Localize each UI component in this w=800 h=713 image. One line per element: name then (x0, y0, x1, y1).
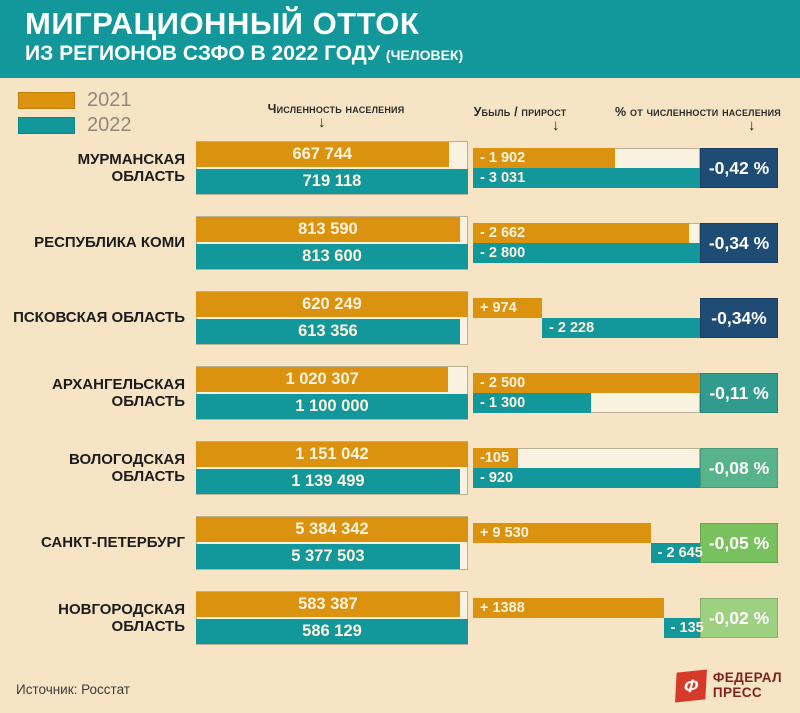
legend-swatch-2021-icon (18, 92, 75, 109)
percent-badge: -0,05 % (700, 523, 778, 563)
region-label: САНКТ-ПЕТЕРБУРГ (40, 534, 185, 552)
logo-line1: ФЕДЕРАЛ (712, 670, 782, 686)
logo-line2: ПРЕСС (712, 685, 763, 700)
legend-label-2022: 2022 (87, 114, 132, 136)
down-arrow-icon: ↓ (318, 114, 326, 131)
column-header-population: Численность населения (267, 102, 405, 116)
percent-badge: -0,08 % (700, 448, 778, 488)
population-column: 667 744 719 118 (196, 141, 468, 195)
legend: 2021 2022 (18, 88, 132, 138)
population-bar-2022: 586 129 (196, 619, 468, 644)
region-row: ПСКОВСКАЯ ОБЛАСТЬ 620 249 613 356 + 974 … (0, 291, 800, 345)
change-bar-2021: - 1 902 (473, 148, 616, 168)
region-row: НОВГОРОДСКАЯ ОБЛАСТЬ 583 387 586 129 + 1… (0, 591, 800, 645)
legend-item-2022: 2022 (18, 113, 132, 138)
down-arrow-icon: ↓ (552, 117, 560, 134)
region-row: РЕСПУБЛИКА КОМИ 813 590 813 600 - 2 662 … (0, 216, 800, 270)
legend-item-2021: 2021 (18, 88, 132, 113)
change-bar-2022: - 135 (663, 618, 704, 638)
page-subtitle: ИЗ РЕГИОНОВ СЗФО В 2022 ГОДУ (ЧЕЛОВЕК) (25, 42, 800, 66)
population-bar-2021: 583 387 (196, 592, 460, 617)
change-column: - 2 500 - 1 300 (473, 373, 700, 413)
change-bar-2021: + 1388 (473, 598, 664, 618)
population-column: 813 590 813 600 (196, 216, 468, 270)
down-arrow-icon: ↓ (748, 117, 756, 134)
population-column: 583 387 586 129 (196, 591, 468, 645)
header-banner: МИГРАЦИОННЫЙ ОТТОК ИЗ РЕГИОНОВ СЗФО В 20… (0, 0, 800, 78)
legend-label-2021: 2021 (87, 89, 132, 111)
population-bar-2021: 1 020 307 (196, 367, 449, 392)
population-column: 1 151 042 1 139 499 (196, 441, 468, 495)
population-column: 1 020 307 1 100 000 (196, 366, 468, 420)
change-column: + 1388 - 135 (473, 598, 704, 638)
change-bar-2022: - 2 228 (542, 318, 700, 338)
population-bar-2021: 667 744 (196, 142, 449, 167)
change-bar-2022: - 920 (473, 468, 700, 488)
change-column: - 1 902 - 3 031 (473, 148, 700, 188)
population-bar-2021: 813 590 (196, 217, 460, 242)
percent-badge: -0,34 % (700, 223, 778, 263)
percent-badge: -0,02 % (700, 598, 778, 638)
column-header-percent: % от численности населения (615, 105, 781, 119)
legend-swatch-2022-icon (18, 117, 75, 134)
population-column: 620 249 613 356 (196, 291, 468, 345)
change-bar-2021: + 974 (473, 298, 543, 318)
population-bar-2022: 1 100 000 (196, 394, 468, 419)
change-bar-2021: + 9 530 (473, 523, 651, 543)
population-bar-2022: 719 118 (196, 169, 468, 194)
page-title: МИГРАЦИОННЫЙ ОТТОК (25, 6, 420, 41)
population-bar-2021: 1 151 042 (196, 442, 468, 467)
region-row: ВОЛОГОДСКАЯ ОБЛАСТЬ 1 151 042 1 139 499 … (0, 441, 800, 495)
percent-badge: -0,34% (700, 298, 778, 338)
change-column: - 2 662 - 2 800 (473, 223, 700, 263)
change-bar-2021: - 2 500 (473, 373, 700, 393)
change-bar-2021: - 2 662 (473, 223, 689, 243)
federalpress-logo-icon: Ф (674, 669, 707, 703)
region-row: МУРМАНСКАЯ ОБЛАСТЬ 667 744 719 118 - 1 9… (0, 141, 800, 195)
change-column: -105 - 920 (473, 448, 700, 488)
percent-badge: -0,42 % (700, 148, 778, 188)
column-header-change: Убыль / прирост (473, 105, 567, 119)
region-label: РЕСПУБЛИКА КОМИ (34, 234, 185, 252)
change-column: + 974 - 2 228 (473, 298, 700, 338)
legend-and-headers: 2021 2022 Численность населения Убыль / … (0, 78, 800, 140)
population-bar-2021: 5 384 342 (196, 517, 468, 542)
percent-badge: -0,11 % (700, 373, 778, 413)
change-column: + 9 530 - 2 645 (473, 523, 703, 563)
population-bar-2022: 5 377 503 (196, 544, 460, 569)
change-bar-2022: - 1 300 (473, 393, 592, 413)
rows: МУРМАНСКАЯ ОБЛАСТЬ 667 744 719 118 - 1 9… (0, 141, 800, 666)
region-row: САНКТ-ПЕТЕРБУРГ 5 384 342 5 377 503 + 9 … (0, 516, 800, 570)
region-label: АРХАНГЕЛЬСКАЯ ОБЛАСТЬ (52, 375, 185, 410)
change-bar-2022: - 3 031 (473, 168, 700, 188)
region-row: АРХАНГЕЛЬСКАЯ ОБЛАСТЬ 1 020 307 1 100 00… (0, 366, 800, 420)
subtitle-note: (ЧЕЛОВЕК) (385, 47, 464, 64)
population-bar-2022: 813 600 (196, 244, 468, 269)
change-bar-2022: - 2 800 (473, 243, 700, 263)
subtitle-text: ИЗ РЕГИОНОВ СЗФО В 2022 ГОДУ (25, 42, 381, 66)
population-column: 5 384 342 5 377 503 (196, 516, 468, 570)
region-label: ПСКОВСКАЯ ОБЛАСТЬ (13, 309, 185, 327)
federalpress-logo: Ф ФЕДЕРАЛ ПРЕСС (674, 669, 782, 703)
population-bar-2021: 620 249 (196, 292, 468, 317)
source-note: Источник: Росстат (16, 682, 130, 697)
region-label: ВОЛОГОДСКАЯ ОБЛАСТЬ (68, 450, 185, 485)
population-bar-2022: 613 356 (196, 319, 460, 344)
region-label: НОВГОРОДСКАЯ ОБЛАСТЬ (58, 600, 185, 635)
change-bar-2022: - 2 645 (650, 543, 703, 563)
population-bar-2022: 1 139 499 (196, 469, 460, 494)
change-bar-2021: -105 (473, 448, 519, 468)
region-label: МУРМАНСКАЯ ОБЛАСТЬ (77, 150, 185, 185)
